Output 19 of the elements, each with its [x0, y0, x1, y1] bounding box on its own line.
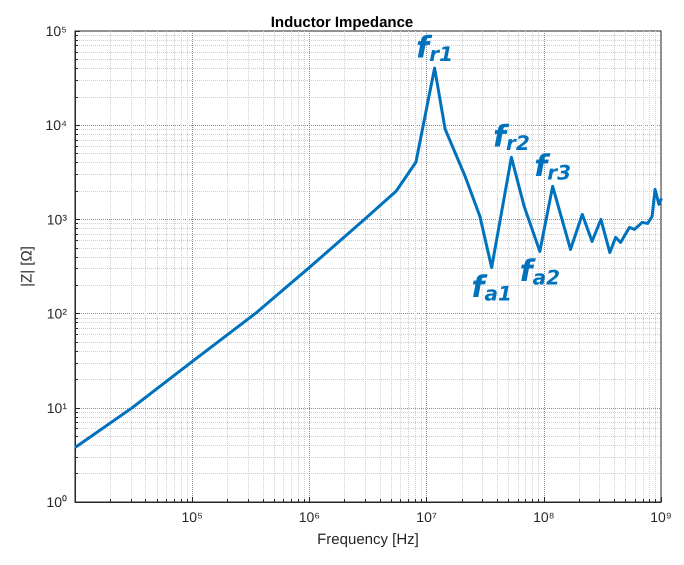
annotation: fa2 [520, 254, 560, 290]
y-tick-label: 10⁰ [46, 494, 67, 510]
y-tick-label: 10² [46, 306, 68, 322]
y-axis-title: |Z| [Ω] [18, 246, 36, 287]
annotation: fr1 [416, 30, 454, 66]
x-tick-label: 10⁵ [182, 509, 203, 525]
x-tick-label: 10⁹ [650, 509, 672, 525]
y-tick-label: 10⁵ [46, 23, 67, 39]
chart-title: Inductor Impedance [270, 14, 414, 31]
annotation: fr3 [534, 148, 572, 184]
y-tick-label: 10³ [46, 211, 68, 228]
y-tick-label: 10⁴ [45, 117, 67, 134]
annotation: fr2 [492, 120, 530, 156]
x-tick-label: 10⁶ [298, 509, 320, 525]
x-tick-label: 10⁸ [533, 509, 555, 525]
x-tick-label: 10⁷ [416, 509, 437, 525]
annotation: fa1 [471, 270, 512, 306]
y-tick-label: 10¹ [46, 400, 68, 416]
x-axis-title: Frequency [Hz] [317, 531, 419, 548]
